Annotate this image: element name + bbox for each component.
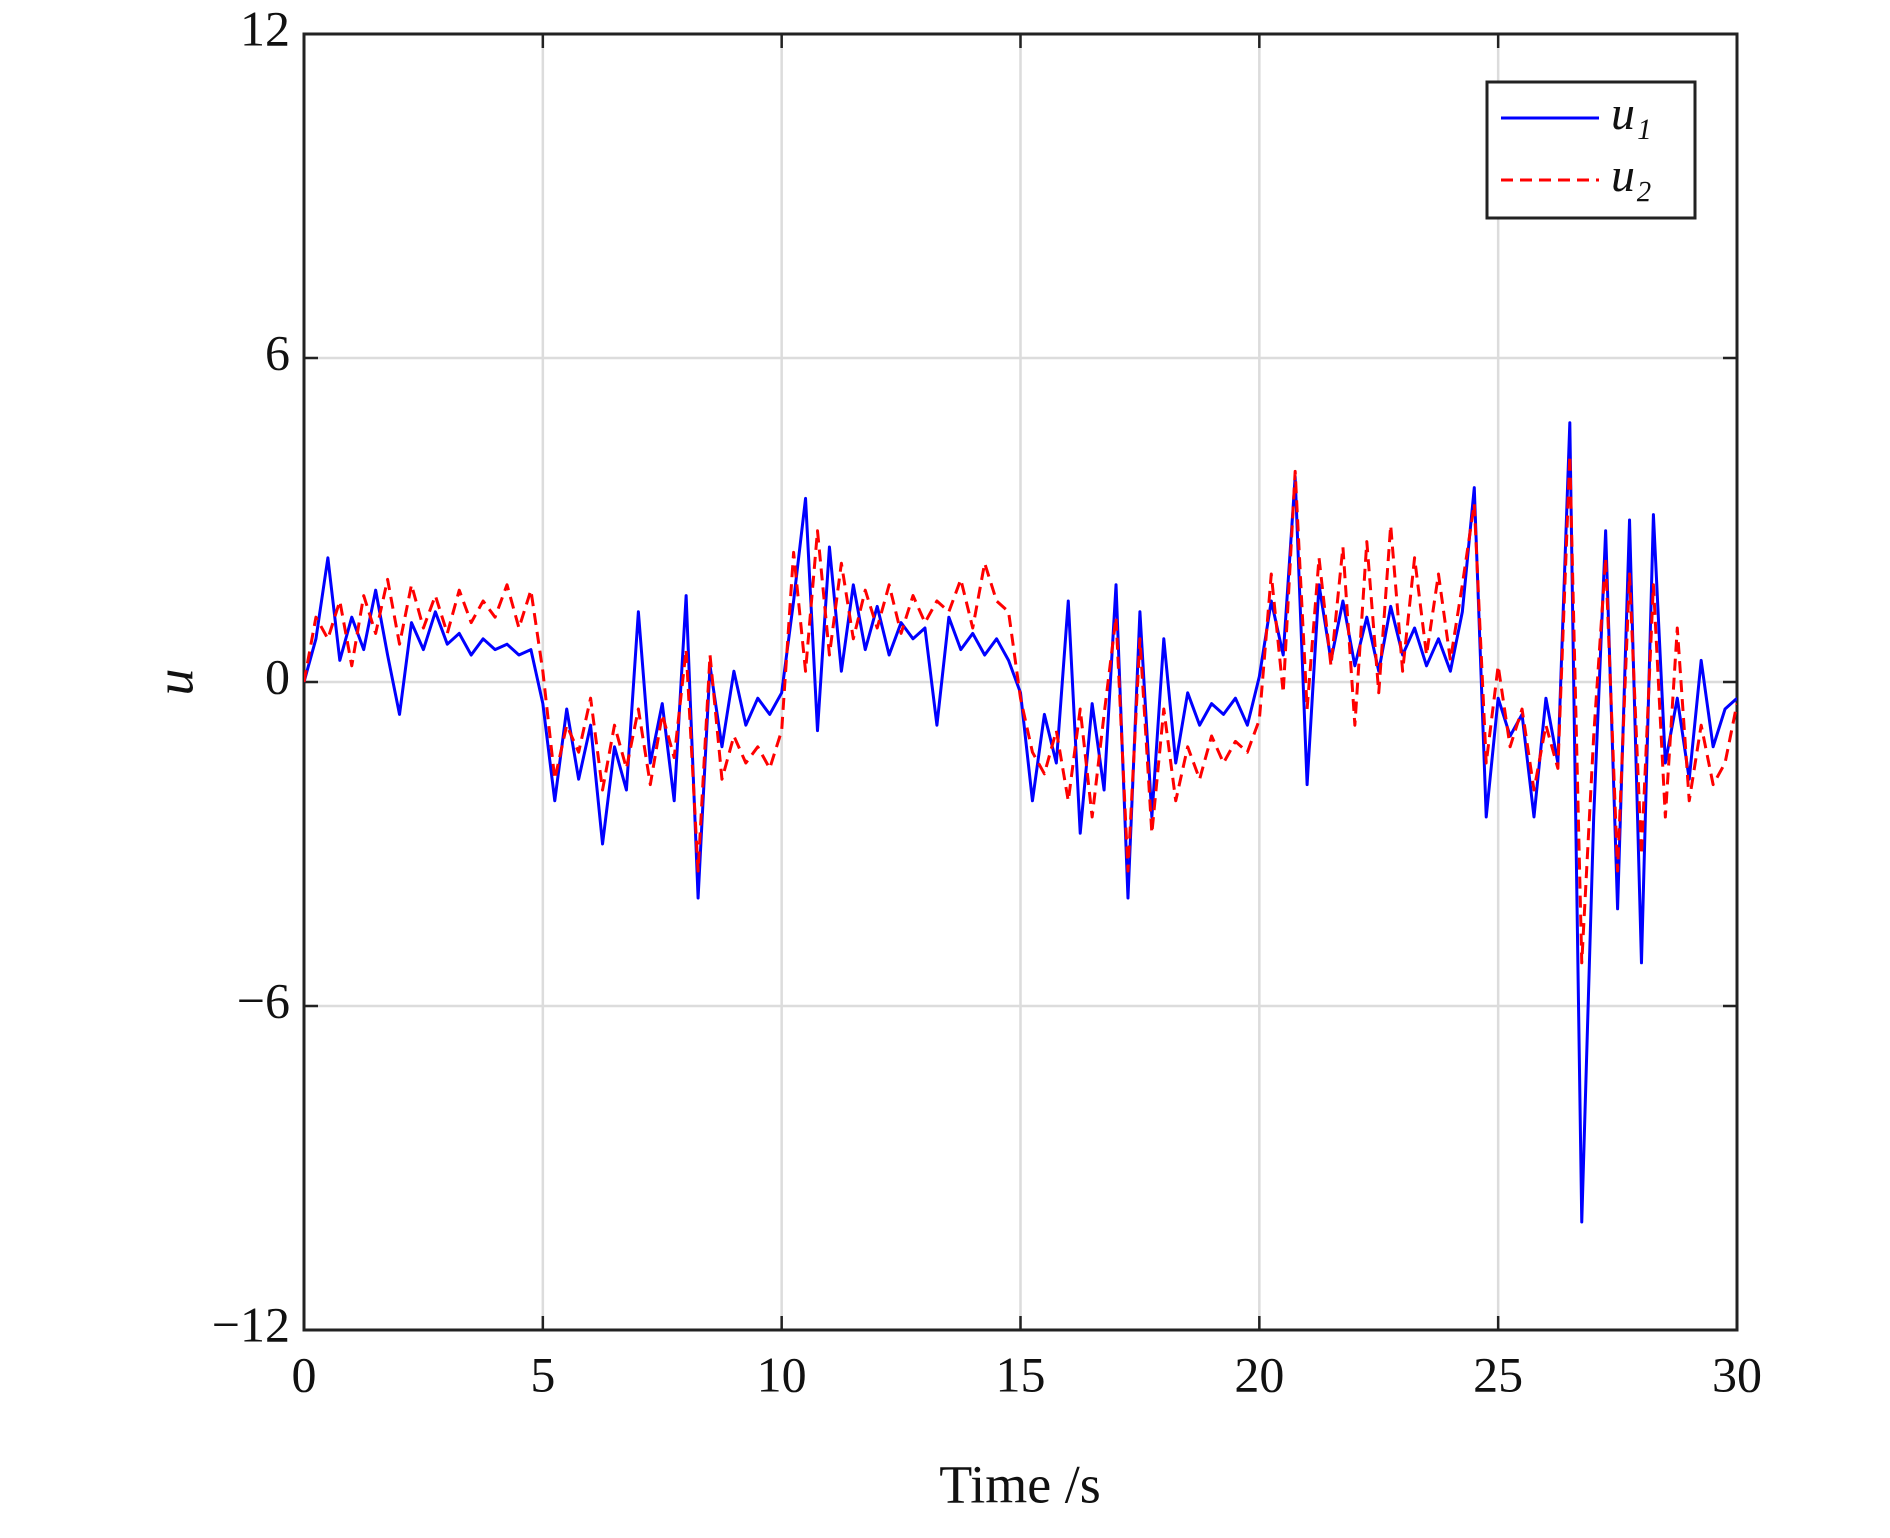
y-tick-label: −12: [212, 1296, 290, 1352]
x-tick-label: 30: [1712, 1346, 1762, 1402]
x-tick-label: 15: [996, 1346, 1046, 1402]
y-axis-label: u: [144, 669, 204, 696]
plot-layers: [302, 32, 1739, 1332]
x-tick-label: 20: [1234, 1346, 1284, 1402]
x-tick-label: 10: [757, 1346, 807, 1402]
y-tick-label: 6: [265, 324, 290, 380]
x-axis-label: Time /s: [939, 1454, 1101, 1514]
series-line: [304, 453, 1737, 965]
x-tick-label: 0: [292, 1346, 317, 1402]
y-tick-label: −6: [237, 972, 290, 1028]
legend-label: u₁: [1611, 87, 1652, 140]
y-tick-label: 0: [265, 648, 290, 704]
x-tick-label: 25: [1473, 1346, 1523, 1402]
y-tick-label: 12: [240, 0, 290, 56]
legend-label: u₂: [1611, 149, 1652, 202]
legend-box: [1485, 80, 1697, 220]
x-tick-label: 5: [530, 1346, 555, 1402]
